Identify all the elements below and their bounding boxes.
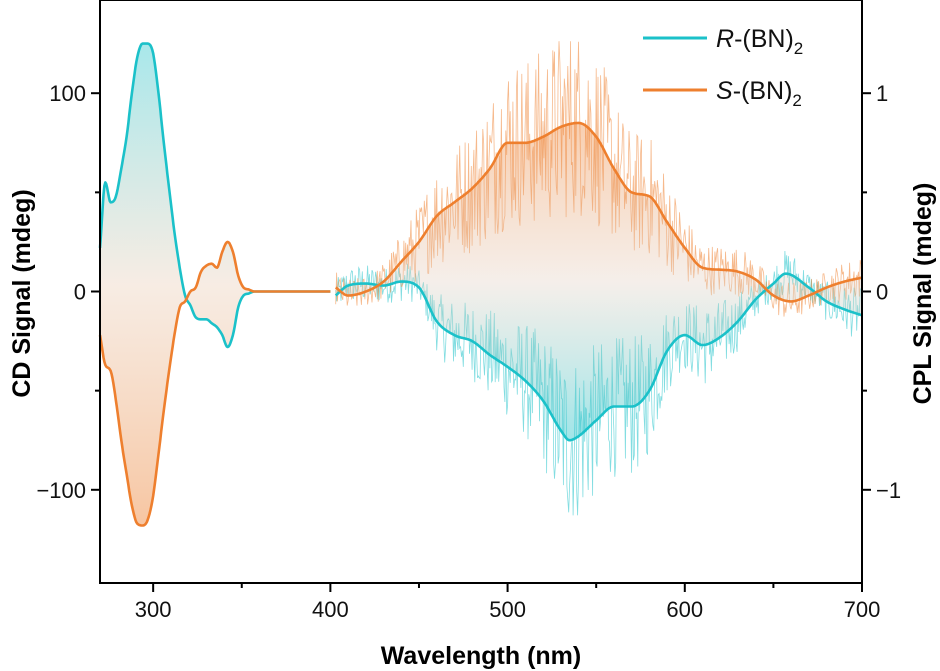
series-lines — [98, 42, 863, 527]
axis-ticks: 300 400 500 600 700 100 0 −100 1 0 −1 — [36, 81, 901, 622]
series-line-1 — [98, 240, 331, 527]
legend: R-(BN)2 S-(BN)2 — [643, 25, 803, 110]
y-right-tick-label: 1 — [876, 81, 888, 106]
cd-fill-area — [100, 43, 331, 526]
y-left-tick-label: 100 — [49, 81, 86, 106]
y-axis-right-title: CPL Signal (mdeg) — [909, 183, 937, 405]
legend-label: R-(BN)2 — [716, 25, 803, 58]
x-tick-label: 700 — [844, 597, 881, 622]
x-axis-title: Wavelength (nm) — [381, 642, 581, 670]
x-tick-label: 400 — [312, 597, 349, 622]
series-line-2 — [334, 272, 863, 442]
y-axis-left-title: CD Signal (mdeg) — [8, 189, 36, 397]
y-left-tick-label: 0 — [74, 280, 86, 305]
x-tick-label: 500 — [489, 597, 526, 622]
signal-fill-areas — [100, 43, 862, 526]
y-right-tick-label: 0 — [876, 280, 888, 305]
y-left-tick-label: −100 — [36, 478, 86, 503]
series-line-3 — [334, 121, 863, 303]
legend-label: S-(BN)2 — [716, 77, 802, 110]
cpl-fill-area — [335, 122, 862, 441]
x-tick-label: 600 — [666, 597, 703, 622]
y-right-tick-label: −1 — [876, 478, 901, 503]
x-tick-label: 300 — [135, 597, 172, 622]
